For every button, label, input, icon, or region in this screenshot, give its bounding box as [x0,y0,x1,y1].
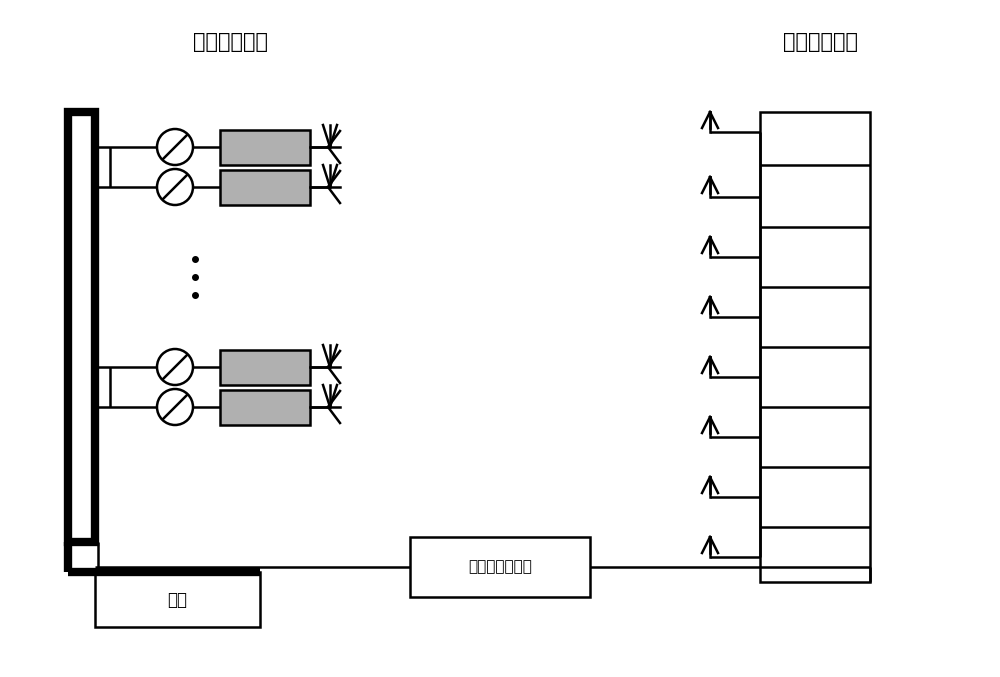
Bar [220,129,310,165]
Text: 平面波生成器: 平面波生成器 [782,32,858,52]
Bar [410,537,590,597]
Bar [220,169,310,204]
Bar [95,572,260,627]
Bar [760,112,870,582]
Bar [220,389,310,424]
Text: 矢量网络分析仪: 矢量网络分析仪 [468,559,532,575]
Text: 待测阵列天线: 待测阵列天线 [192,32,268,52]
Bar [220,349,310,385]
Text: 电源: 电源 [168,590,188,609]
Bar [68,112,95,542]
